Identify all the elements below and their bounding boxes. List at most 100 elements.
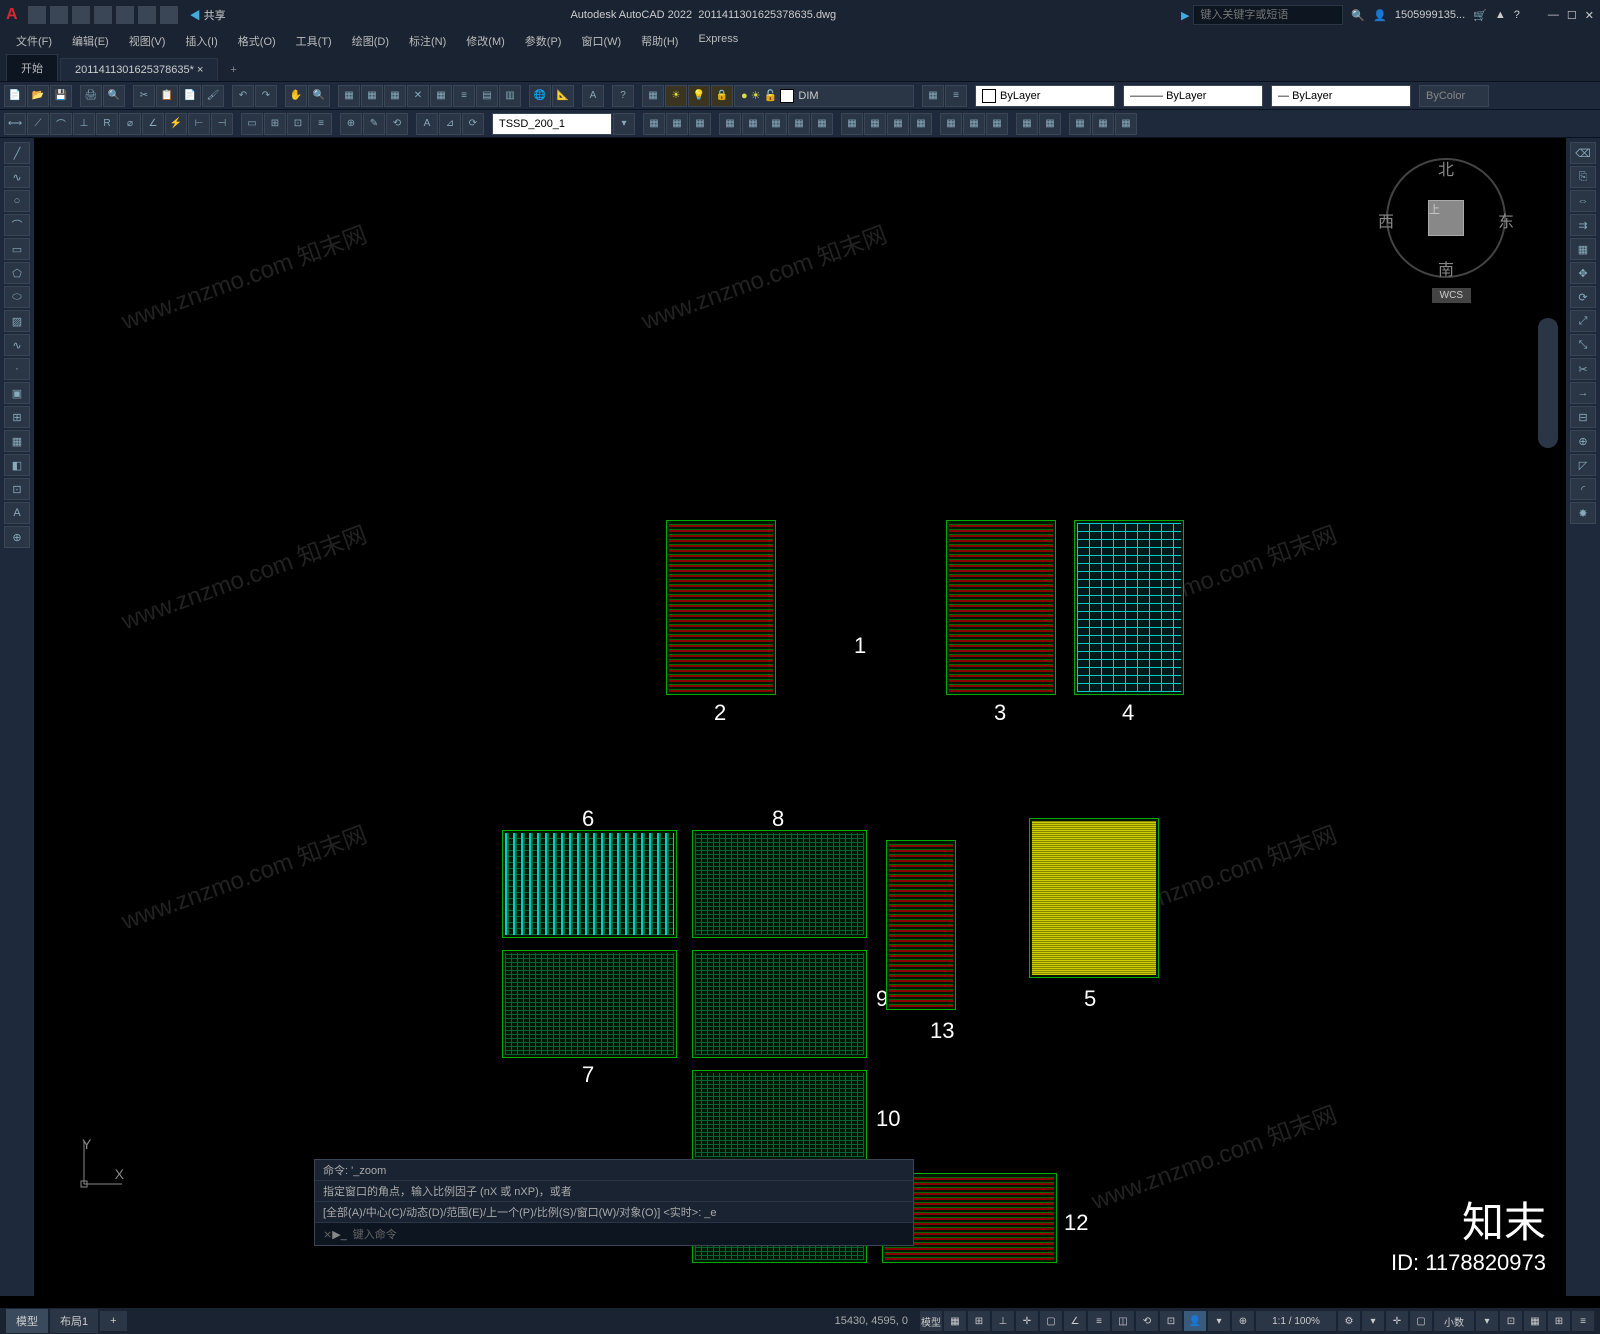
dim-ang[interactable]: ∠ xyxy=(142,113,164,135)
sb-lw[interactable]: ≡ xyxy=(1088,1311,1110,1331)
sb-a8[interactable]: ▾ xyxy=(1476,1311,1498,1331)
tool-a9[interactable]: 🌐 xyxy=(529,85,551,107)
viewcube[interactable]: 上 北 南 东 西 xyxy=(1386,158,1506,278)
rtool-scale[interactable]: ⤢ xyxy=(1570,310,1596,332)
rtool-break[interactable]: ⊟ xyxy=(1570,406,1596,428)
rtool-offset[interactable]: ⇉ xyxy=(1570,214,1596,236)
tool-a5[interactable]: ▦ xyxy=(430,85,452,107)
rtool-mirror[interactable]: ⇔ xyxy=(1570,190,1596,212)
drawing-sheet-5[interactable] xyxy=(1029,818,1159,978)
tb2-c12[interactable]: ▦ xyxy=(910,113,932,135)
drawing-sheet-4[interactable] xyxy=(1074,520,1184,695)
tool-pline[interactable]: ∿ xyxy=(4,166,30,188)
sb-a3[interactable]: ▾ xyxy=(1208,1311,1230,1331)
tb2-c19[interactable]: ▦ xyxy=(1092,113,1114,135)
tool-a3[interactable]: ▦ xyxy=(384,85,406,107)
dim-arc[interactable]: ⌒ xyxy=(50,113,72,135)
tab-start[interactable]: 开始 xyxy=(6,54,58,81)
sb-grid[interactable]: ▦ xyxy=(944,1311,966,1331)
plot-icon[interactable] xyxy=(116,6,134,24)
command-input[interactable]: ⨯ ▶_ 键入命令 xyxy=(315,1223,913,1245)
drawing-sheet-2[interactable] xyxy=(666,520,776,695)
tool-copy[interactable]: 📋 xyxy=(156,85,178,107)
open-icon[interactable] xyxy=(50,6,68,24)
menu-express[interactable]: Express xyxy=(690,30,746,54)
sb-trans[interactable]: ◫ xyxy=(1112,1311,1134,1331)
tool-layer1[interactable]: ▦ xyxy=(642,85,664,107)
menu-insert[interactable]: 插入(I) xyxy=(177,30,225,54)
tool-sun-icon[interactable]: ☀ xyxy=(665,85,687,107)
tool-point[interactable]: · xyxy=(4,358,30,380)
tool-insert[interactable]: ⊞ xyxy=(4,406,30,428)
rtool-extend[interactable]: → xyxy=(1570,382,1596,404)
tb2-c2[interactable]: ▦ xyxy=(666,113,688,135)
sb-scale[interactable]: 1:1 / 100% xyxy=(1256,1311,1336,1331)
tool-table[interactable]: ▦ xyxy=(4,430,30,452)
menu-modify[interactable]: 修改(M) xyxy=(458,30,513,54)
dim-b10[interactable]: ⟳ xyxy=(462,113,484,135)
viewcube-west[interactable]: 西 xyxy=(1378,208,1394,232)
menu-dim[interactable]: 标注(N) xyxy=(401,30,454,54)
tool-line[interactable]: ╱ xyxy=(4,142,30,164)
tool-a8[interactable]: ▥ xyxy=(499,85,521,107)
rtool-join[interactable]: ⊕ xyxy=(1570,430,1596,452)
sb-cycle[interactable]: ⟲ xyxy=(1136,1311,1158,1331)
tool-undo[interactable]: ↶ xyxy=(232,85,254,107)
dim-b9[interactable]: ⊿ xyxy=(439,113,461,135)
menu-file[interactable]: 文件(F) xyxy=(8,30,60,54)
tool-poly[interactable]: ⬠ xyxy=(4,262,30,284)
menu-param[interactable]: 参数(P) xyxy=(517,30,570,54)
sb-a7[interactable]: ▢ xyxy=(1410,1311,1432,1331)
dim-b5[interactable]: ⊕ xyxy=(340,113,362,135)
drawing-sheet-3[interactable] xyxy=(946,520,1056,695)
sb-a10[interactable]: ▦ xyxy=(1524,1311,1546,1331)
drawing-sheet-13[interactable] xyxy=(886,840,956,1010)
tool-save[interactable]: 💾 xyxy=(50,85,72,107)
rtool-explode[interactable]: ✸ xyxy=(1570,502,1596,524)
linetype-dropdown[interactable]: ——— ByLayer xyxy=(1123,85,1263,107)
tool-lock-icon[interactable]: 🔒 xyxy=(711,85,733,107)
tb2-c18[interactable]: ▦ xyxy=(1069,113,1091,135)
dim-rad[interactable]: R xyxy=(96,113,118,135)
tool-rect[interactable]: ▭ xyxy=(4,238,30,260)
rtool-fillet[interactable]: ◜ xyxy=(1570,478,1596,500)
tool-arc[interactable]: ⌒ xyxy=(4,214,30,236)
rtool-move[interactable]: ✥ xyxy=(1570,262,1596,284)
apps-icon[interactable]: ▲ xyxy=(1495,9,1506,21)
sb-a6[interactable]: ✛ xyxy=(1386,1311,1408,1331)
tb2-c16[interactable]: ▦ xyxy=(1016,113,1038,135)
dim-b2[interactable]: ⊞ xyxy=(264,113,286,135)
menu-tools[interactable]: 工具(T) xyxy=(288,30,340,54)
viewcube-south[interactable]: 南 xyxy=(1438,256,1454,280)
plotstyle-dropdown[interactable]: ByColor xyxy=(1419,85,1489,107)
tool-redo[interactable]: ↷ xyxy=(255,85,277,107)
tb2-c17[interactable]: ▦ xyxy=(1039,113,1061,135)
tool-match[interactable]: 🖌 xyxy=(202,85,224,107)
tool-new[interactable]: 📄 xyxy=(4,85,26,107)
tb2-c4[interactable]: ▦ xyxy=(719,113,741,135)
tool-a10[interactable]: 📐 xyxy=(552,85,574,107)
sb-units[interactable]: 小数 xyxy=(1434,1311,1474,1331)
dim-quick[interactable]: ⚡ xyxy=(165,113,187,135)
rtool-copy[interactable]: ⎘ xyxy=(1570,166,1596,188)
dim-b3[interactable]: ⊡ xyxy=(287,113,309,135)
layer-dropdown[interactable]: ● ☀ 🔓 DIM xyxy=(734,85,914,107)
sb-a4[interactable]: ⊕ xyxy=(1232,1311,1254,1331)
user-label[interactable]: 1505999135... xyxy=(1395,9,1465,21)
rtool-rotate[interactable]: ⟳ xyxy=(1570,286,1596,308)
tb2-c13[interactable]: ▦ xyxy=(940,113,962,135)
dim-b7[interactable]: ⟲ xyxy=(386,113,408,135)
save-icon[interactable] xyxy=(72,6,90,24)
tool-open[interactable]: 📂 xyxy=(27,85,49,107)
tool-a7[interactable]: ▤ xyxy=(476,85,498,107)
menu-draw[interactable]: 绘图(D) xyxy=(344,30,397,54)
viewcube-north[interactable]: 北 xyxy=(1438,156,1454,180)
cmd-handle-icon[interactable]: ⨯ xyxy=(323,1228,332,1241)
dimstyle-dropdown[interactable]: TSSD_200_1 xyxy=(492,113,612,135)
dim-b4[interactable]: ≡ xyxy=(310,113,332,135)
wcs-label[interactable]: WCS xyxy=(1432,288,1471,303)
nav-bar[interactable] xyxy=(1538,318,1558,448)
tool-ellipse[interactable]: ⬭ xyxy=(4,286,30,308)
sb-snap[interactable]: ⊞ xyxy=(968,1311,990,1331)
tool-a6[interactable]: ≡ xyxy=(453,85,475,107)
